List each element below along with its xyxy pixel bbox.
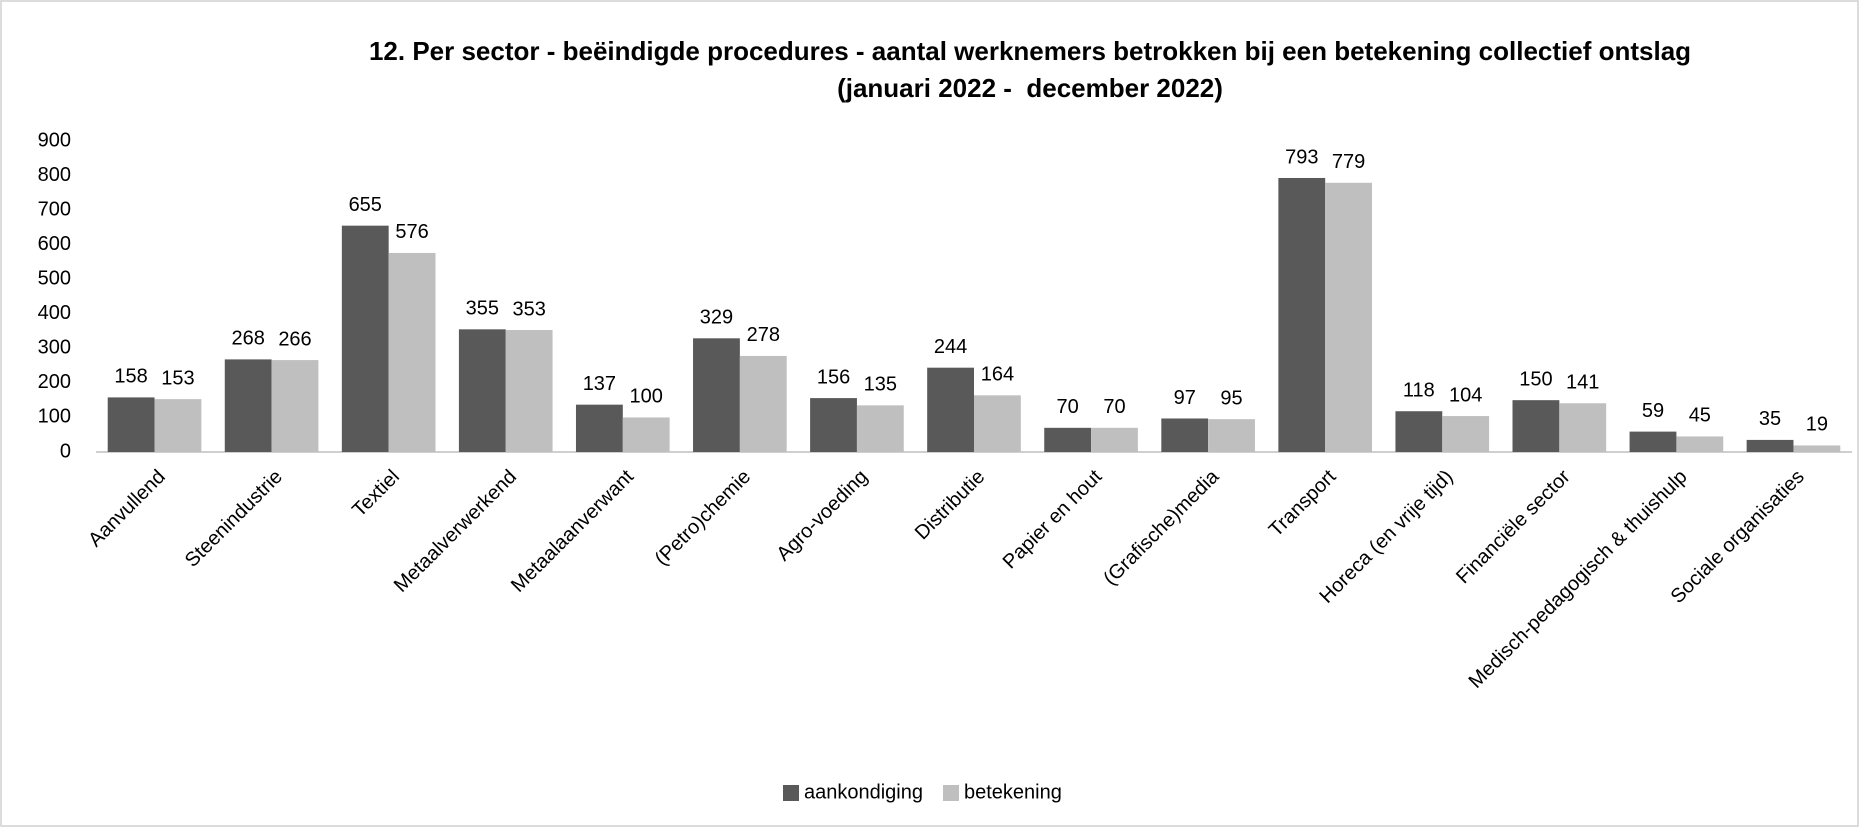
bar (927, 367, 974, 452)
bar (154, 399, 202, 452)
bar (271, 360, 319, 452)
value-label: 141 (1566, 372, 1599, 394)
legend-label: betekening (964, 781, 1062, 803)
bar (1325, 182, 1373, 452)
value-label: 153 (161, 367, 194, 389)
bar (575, 404, 623, 452)
bar (622, 417, 670, 452)
value-label: 779 (1332, 151, 1365, 173)
value-label: 655 (349, 194, 382, 216)
bar (856, 405, 904, 452)
value-label: 158 (114, 366, 147, 388)
bar (458, 329, 506, 452)
bar (974, 395, 1021, 452)
value-label: 793 (1285, 146, 1318, 168)
value-label: 19 (1806, 414, 1828, 436)
legend-swatch (783, 785, 799, 801)
bar (107, 397, 155, 452)
bar (1512, 400, 1560, 452)
bar (505, 330, 553, 452)
value-label: 353 (512, 298, 545, 320)
value-label: 150 (1519, 368, 1552, 390)
y-tick-label: 100 (38, 406, 71, 428)
chart-title: 12. Per sector - beëindigde procedures -… (369, 36, 1691, 66)
bar (739, 355, 787, 452)
value-label: 45 (1689, 405, 1711, 427)
y-tick-label: 0 (60, 440, 71, 462)
y-tick-label: 700 (38, 198, 71, 220)
value-label: 59 (1642, 400, 1664, 422)
bar (1676, 436, 1724, 452)
bar (1278, 177, 1326, 453)
value-label: 135 (864, 374, 897, 396)
y-tick-label: 300 (38, 337, 71, 359)
value-label: 244 (934, 336, 967, 358)
value-label: 156 (817, 366, 850, 388)
value-label: 164 (981, 364, 1014, 386)
bar (1746, 439, 1794, 452)
chart-subtitle: (januari 2022 - december 2022) (837, 73, 1223, 103)
y-tick-label: 400 (38, 302, 71, 324)
y-tick-label: 200 (38, 371, 71, 393)
bar (341, 225, 389, 452)
value-label: 35 (1759, 408, 1781, 430)
bar (1793, 445, 1841, 452)
bar (1208, 419, 1255, 452)
bar (810, 398, 857, 452)
bar (1629, 431, 1677, 452)
bar (693, 338, 740, 452)
y-tick-label: 500 (38, 268, 71, 290)
y-tick-label: 900 (38, 129, 71, 151)
y-tick-label: 600 (38, 233, 71, 255)
value-label: 278 (747, 324, 780, 346)
value-label: 266 (278, 328, 311, 350)
bar (1044, 427, 1092, 452)
value-label: 576 (395, 221, 428, 243)
value-label: 70 (1057, 396, 1079, 418)
bar (224, 359, 272, 452)
bar (1091, 427, 1138, 452)
y-tick-label: 800 (38, 164, 71, 186)
value-label: 104 (1449, 384, 1482, 406)
value-label: 70 (1103, 396, 1125, 418)
value-label: 268 (231, 328, 264, 350)
legend-label: aankondiging (804, 781, 923, 803)
bar (1442, 416, 1490, 452)
bar (1161, 418, 1209, 452)
legend-swatch (943, 785, 959, 801)
value-label: 100 (630, 386, 663, 408)
value-label: 329 (700, 307, 733, 329)
bar (1395, 411, 1443, 452)
value-label: 97 (1174, 387, 1196, 409)
bar (388, 252, 436, 452)
value-label: 355 (466, 298, 499, 320)
value-label: 95 (1220, 387, 1242, 409)
value-label: 118 (1403, 380, 1435, 402)
bar (1559, 403, 1607, 452)
value-label: 137 (583, 373, 616, 395)
